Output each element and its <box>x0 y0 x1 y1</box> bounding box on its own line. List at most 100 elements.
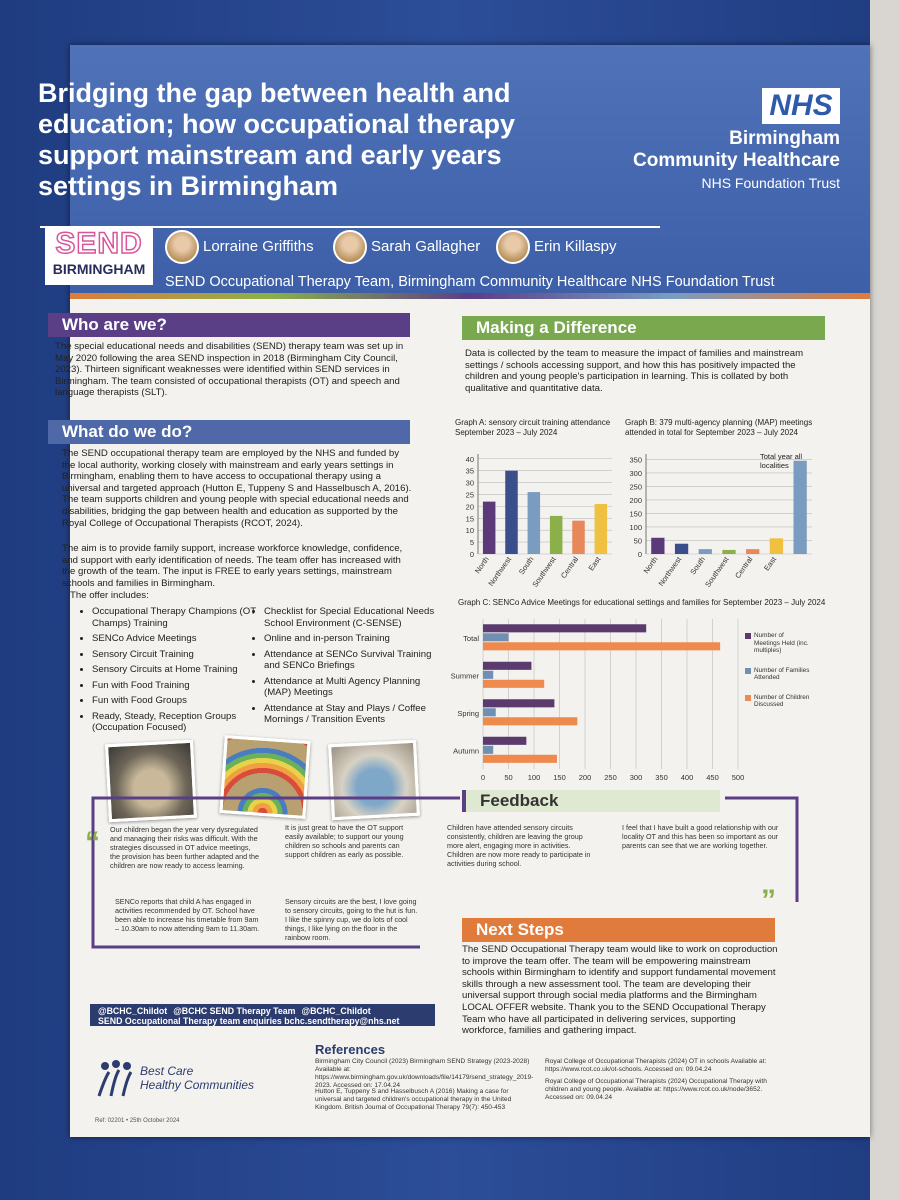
bar <box>482 501 496 554</box>
social-handle[interactable]: @BCHC_Childot <box>98 1006 168 1016</box>
x-tick-label: 250 <box>604 773 617 782</box>
wall <box>870 0 900 1200</box>
send-logo-text: BIRMINGHAM <box>52 261 146 277</box>
author: Erin Killaspy <box>534 238 617 255</box>
x-tick-label: Northwest <box>486 554 513 588</box>
poster-header <box>70 45 870 295</box>
list-item: Attendance at Multi Agency Planning (MAP… <box>264 676 439 699</box>
footer-logo-line: Best Care <box>140 1064 194 1078</box>
x-tick-label: 450 <box>706 773 719 782</box>
color-stripe <box>70 293 870 299</box>
y-tick-label: Spring <box>457 709 479 718</box>
social-handle[interactable]: @BCHC_Childot <box>301 1006 371 1016</box>
bar <box>483 717 578 726</box>
list-item: Occupational Therapy Champions (OT Champ… <box>92 606 257 629</box>
email[interactable]: SEND Occupational Therapy team enquiries… <box>98 1016 400 1026</box>
reference: Hutton E, Tuppeny S and Hasselbusch A (2… <box>315 1088 512 1111</box>
social-handle[interactable]: @BCHC SEND Therapy Team <box>173 1006 296 1016</box>
feedback-frame: “ ” <box>85 796 799 949</box>
x-tick-label: 0 <box>481 773 485 782</box>
offer-list: Checklist for Special Educational Needs … <box>252 606 439 730</box>
footer-logo: Best Care Healthy Communities <box>140 1064 254 1092</box>
bar <box>483 745 494 754</box>
legend-label: Number of Children Discussed <box>754 693 810 709</box>
legend: Number of Meetings Held (inc. multiples)… <box>745 632 810 721</box>
bar <box>483 670 494 679</box>
list-item: Attendance at SENCo Survival Training an… <box>264 649 439 672</box>
bar <box>549 515 563 554</box>
quote: I feel that I have built a good relation… <box>622 823 779 850</box>
bar <box>793 460 807 554</box>
bar <box>483 736 527 745</box>
bar <box>505 470 518 554</box>
bar <box>483 661 532 670</box>
chart: 0 50 100 150 200 250 300 350 400 450 500 Total Summe… <box>451 619 744 782</box>
bar <box>722 549 736 554</box>
legend-entry: Number of Children Discussed <box>745 694 810 709</box>
legend-swatch <box>745 694 751 701</box>
list-item: Sensory Circuits at Home Training <box>92 664 257 676</box>
y-tick-label: 5 <box>470 538 474 547</box>
x-tick-label: Southwest <box>703 554 731 589</box>
list-item: SENCo Advice Meetings <box>92 633 257 645</box>
legend-entry: Number of Meetings Held (inc. multiples) <box>745 632 810 655</box>
list-item: Ready, Steady, Reception Groups (Occupat… <box>92 711 257 734</box>
offer-list: Occupational Therapy Champions (OT Champ… <box>80 606 257 738</box>
author: Lorraine Griffiths <box>203 238 314 255</box>
team-line: SEND Occupational Therapy Team, Birmingh… <box>165 274 775 290</box>
quote: Children have attended sensory circuits … <box>447 823 591 868</box>
x-tick-label: East <box>586 554 603 572</box>
y-tick-label: 30 <box>466 479 474 488</box>
x-tick-label: Northwest <box>656 554 683 588</box>
reference: Royal College of Occupational Therapists… <box>545 1058 767 1073</box>
bar <box>483 642 721 651</box>
section-text: The special educational needs and disabi… <box>55 341 404 399</box>
divider <box>40 226 660 228</box>
list-item: Fun with Food Training <box>92 680 257 692</box>
legend-swatch <box>745 667 751 674</box>
y-tick-label: Summer <box>451 671 480 680</box>
section-text: Data is collected by the team to measure… <box>465 348 804 394</box>
reference: Royal College of Occupational Therapists… <box>545 1078 767 1101</box>
y-tick-label: Total <box>463 634 479 643</box>
chart-title: Graph B: 379 multi-agency planning (MAP)… <box>625 418 813 437</box>
x-tick-label: South <box>517 555 536 576</box>
logo-figures <box>97 1060 133 1097</box>
quote: Our children began the year very dysregu… <box>110 825 260 870</box>
avatar <box>165 230 199 264</box>
y-tick-label: 35 <box>466 467 474 476</box>
list-item: Fun with Food Groups <box>92 695 257 707</box>
quote: SENCo reports that child A has engaged i… <box>115 897 260 933</box>
organisation: Birmingham Community Healthcare NHS Foun… <box>633 128 840 194</box>
x-tick-label: Central <box>733 555 754 580</box>
section-text: The aim is to provide family support, in… <box>62 543 403 589</box>
section-heading: Making a Difference <box>462 316 825 340</box>
org-line: NHS Foundation Trust <box>701 175 840 191</box>
y-tick-label: 150 <box>629 509 642 518</box>
x-tick-label: North <box>642 555 660 575</box>
quote: Sensory circuits are the best, I love go… <box>285 897 418 942</box>
y-tick-label: 0 <box>638 550 642 559</box>
list-item: Attendance at Stay and Plays / Coffee Mo… <box>264 703 439 726</box>
y-tick-label: 50 <box>634 536 642 545</box>
social-links: @BCHC_Childot @BCHC SEND Therapy Team @BCH… <box>90 1004 435 1026</box>
bar <box>483 754 557 763</box>
bar <box>769 538 784 554</box>
x-tick-label: Southwest <box>530 554 558 589</box>
section-text: The SEND Occupational Therapy team would… <box>462 944 778 1037</box>
chart-title: Graph C: SENCo Advice Meetings for educa… <box>458 598 826 607</box>
chart-title: Graph A: sensory circuit training attend… <box>455 418 611 437</box>
section-heading: What do we do? <box>48 420 410 444</box>
y-tick-label: 0 <box>470 550 474 559</box>
x-tick-label: 300 <box>630 773 643 782</box>
quote: It is just great to have the OT support … <box>285 823 404 859</box>
y-tick-label: 350 <box>629 455 642 464</box>
y-tick-label: Autumn <box>453 746 479 755</box>
x-tick-label: 50 <box>504 773 512 782</box>
references-heading: References <box>315 1042 386 1057</box>
org-line: Birmingham <box>729 128 840 149</box>
avatar <box>496 230 530 264</box>
bar <box>594 504 608 554</box>
